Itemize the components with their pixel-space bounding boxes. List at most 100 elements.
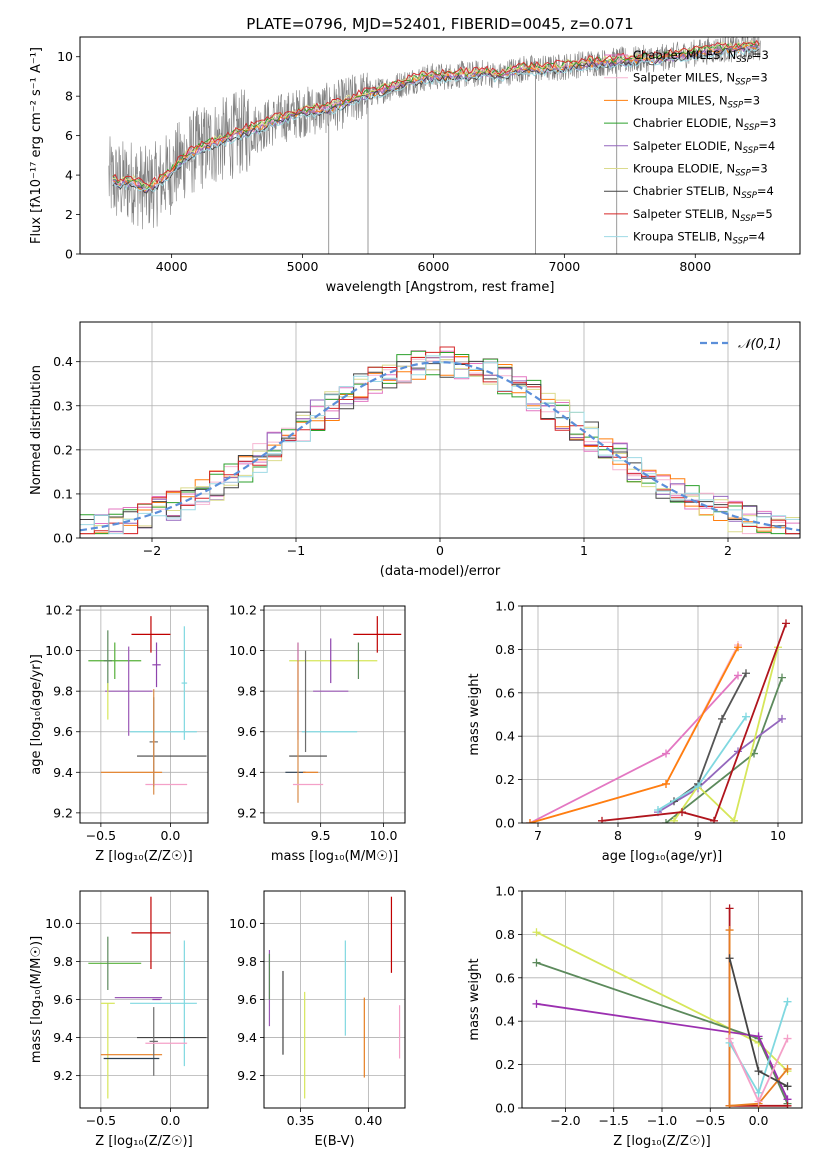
histogram-step-7 bbox=[80, 360, 800, 535]
plus-marker bbox=[725, 954, 734, 963]
y-tick-label: 0.1 bbox=[53, 486, 73, 501]
y-tick-label: 0.6 bbox=[495, 970, 515, 985]
plus-marker bbox=[662, 779, 670, 788]
x-tick-label: 0.35 bbox=[287, 1113, 315, 1128]
y-tick-label: 0.8 bbox=[495, 642, 515, 657]
x-tick-label: −0.5 bbox=[695, 1113, 725, 1128]
plus-marker bbox=[783, 997, 792, 1006]
y-tick-label: 9.2 bbox=[53, 805, 73, 820]
legend-label-sub: SSP bbox=[740, 214, 756, 224]
y-tick-label: 0.3 bbox=[53, 398, 73, 413]
legend-label-sub: SSP bbox=[736, 55, 752, 65]
axes-frame: −0.5 0.0 9.2 9.4 9.6 9.8 10.0 10.2 Z [log₁₀(Z/Z☉… bbox=[29, 603, 209, 864]
x-tick-label: 9.5 bbox=[311, 828, 331, 843]
legend-label-main: Chabrier ELODIE, N bbox=[633, 116, 744, 130]
x-tick-label: 7 bbox=[534, 828, 542, 843]
legend-label-main: Kroupa ELODIE, N bbox=[633, 162, 735, 176]
axes-frame: 9.5 10.0 9.2 9.4 9.6 9.8 10.0 10.2 mass [log₁₀(M… bbox=[229, 603, 406, 864]
axes-border bbox=[263, 605, 406, 824]
legend-label-main: Chabrier MILES, N bbox=[633, 48, 736, 62]
errorbar-point-6 bbox=[103, 630, 112, 692]
errorbar-point-12 bbox=[152, 689, 156, 795]
y-tick-label: 0.2 bbox=[495, 772, 515, 787]
legend-label: Salpeter MILES, NSSP=3 bbox=[633, 71, 768, 88]
y-tick-label: 9.8 bbox=[53, 954, 73, 969]
y-tick-label: 0 bbox=[65, 247, 73, 262]
weight-line-6 bbox=[673, 646, 779, 823]
histogram-step-9 bbox=[80, 355, 800, 535]
y-tick-label: 9.4 bbox=[237, 1030, 257, 1045]
y-tick-label: 10.0 bbox=[45, 916, 73, 931]
y-tick-label: 9.2 bbox=[237, 1068, 257, 1083]
x-axis-label: Z [log₁₀(Z/Z☉)] bbox=[95, 849, 192, 864]
plus-marker bbox=[654, 805, 662, 814]
plus-marker bbox=[730, 816, 738, 823]
y-tick-label: 8 bbox=[65, 89, 73, 104]
y-tick-label: 0.0 bbox=[495, 816, 515, 831]
model-line-6 bbox=[112, 39, 760, 190]
plot-area bbox=[80, 346, 800, 535]
legend-label-main: Salpeter STELIB, N bbox=[633, 207, 740, 221]
legend-label: Kroupa ELODIE, NSSP=3 bbox=[633, 162, 768, 179]
weight-line-3 bbox=[529, 646, 739, 823]
plot-area bbox=[88, 896, 207, 1099]
axes-border bbox=[79, 605, 209, 824]
legend-label: 𝒩(0,1) bbox=[738, 337, 781, 352]
histogram-step-8 bbox=[80, 346, 800, 535]
legend-label-value: =3 bbox=[759, 116, 776, 130]
plot-area bbox=[88, 616, 207, 795]
plus-marker bbox=[782, 619, 790, 628]
x-tick-label: 9 bbox=[694, 828, 702, 843]
legend-label-main: Salpeter ELODIE, N bbox=[633, 139, 743, 153]
weight-line-2 bbox=[529, 644, 739, 823]
y-tick-label: 9.4 bbox=[237, 765, 257, 780]
y-tick-label: 10.0 bbox=[229, 643, 257, 658]
y-tick-label: 9.2 bbox=[237, 805, 257, 820]
x-axis-label: mass [log₁₀(M/M☉)] bbox=[271, 849, 398, 864]
y-tick-label: 6 bbox=[65, 128, 73, 143]
y-axis-label: mass weight bbox=[467, 958, 482, 1040]
y-tick-label: 10.0 bbox=[45, 643, 73, 658]
x-axis-label: (data-model)/error bbox=[380, 564, 501, 579]
x-tick-label: 1 bbox=[580, 543, 588, 558]
weight-line-5 bbox=[657, 718, 783, 813]
axes-frame: 0.35 0.40 9.2 9.4 9.6 9.8 10.0 E(B-V) bbox=[229, 890, 406, 1149]
axes-border bbox=[521, 605, 803, 824]
y-tick-label: 9.4 bbox=[53, 765, 73, 780]
x-tick-label: 2 bbox=[724, 543, 732, 558]
x-axis-label: E(B-V) bbox=[314, 1134, 354, 1149]
plot-area bbox=[285, 616, 402, 803]
x-axis-label: Z [log₁₀(Z/Z☉)] bbox=[95, 1134, 192, 1149]
x-tick-label: −0.5 bbox=[86, 828, 116, 843]
plus-marker bbox=[694, 782, 702, 791]
y-axis-label: mass [log₁₀(M/M☉)] bbox=[29, 936, 44, 1063]
y-tick-label: 9.6 bbox=[53, 724, 73, 739]
panel-age-vs-mass: 9.5 10.0 9.2 9.4 9.6 9.8 10.0 10.2 mass [log₁₀(M… bbox=[229, 603, 406, 864]
y-tick-label: 0.4 bbox=[53, 354, 73, 369]
x-tick-label: −1.0 bbox=[647, 1113, 677, 1128]
legend-label: Chabrier ELODIE, NSSP=3 bbox=[633, 116, 776, 133]
weight-line-9 bbox=[657, 716, 747, 811]
y-tick-label: 0.0 bbox=[495, 1101, 515, 1116]
plus-marker bbox=[710, 816, 718, 823]
legend-label-value: =3 bbox=[751, 162, 768, 176]
legend-label-sub: SSP bbox=[735, 169, 751, 179]
plus-marker bbox=[783, 1082, 792, 1091]
plus-marker bbox=[783, 1034, 792, 1043]
legend-label-sub: SSP bbox=[741, 191, 757, 201]
legend-label: Kroupa MILES, NSSP=3 bbox=[633, 93, 760, 110]
legend-label: Chabrier STELIB, NSSP=4 bbox=[633, 184, 774, 201]
plus-marker bbox=[754, 1088, 763, 1097]
y-tick-label: 10.0 bbox=[229, 916, 257, 931]
y-axis-label: age [log₁₀(age/yr)] bbox=[29, 654, 44, 775]
y-tick-label: 0.2 bbox=[53, 442, 73, 457]
legend-label-main: Chabrier STELIB, N bbox=[633, 184, 741, 198]
legend-label-value: =3 bbox=[751, 71, 768, 85]
legend-label-value: =4 bbox=[748, 230, 765, 244]
legend-label-main: Salpeter MILES, N bbox=[633, 71, 735, 85]
y-tick-label: 0.4 bbox=[495, 729, 515, 744]
y-tick-label: 9.6 bbox=[237, 724, 257, 739]
plus-marker bbox=[754, 1097, 763, 1106]
x-tick-label: −0.5 bbox=[86, 1113, 116, 1128]
